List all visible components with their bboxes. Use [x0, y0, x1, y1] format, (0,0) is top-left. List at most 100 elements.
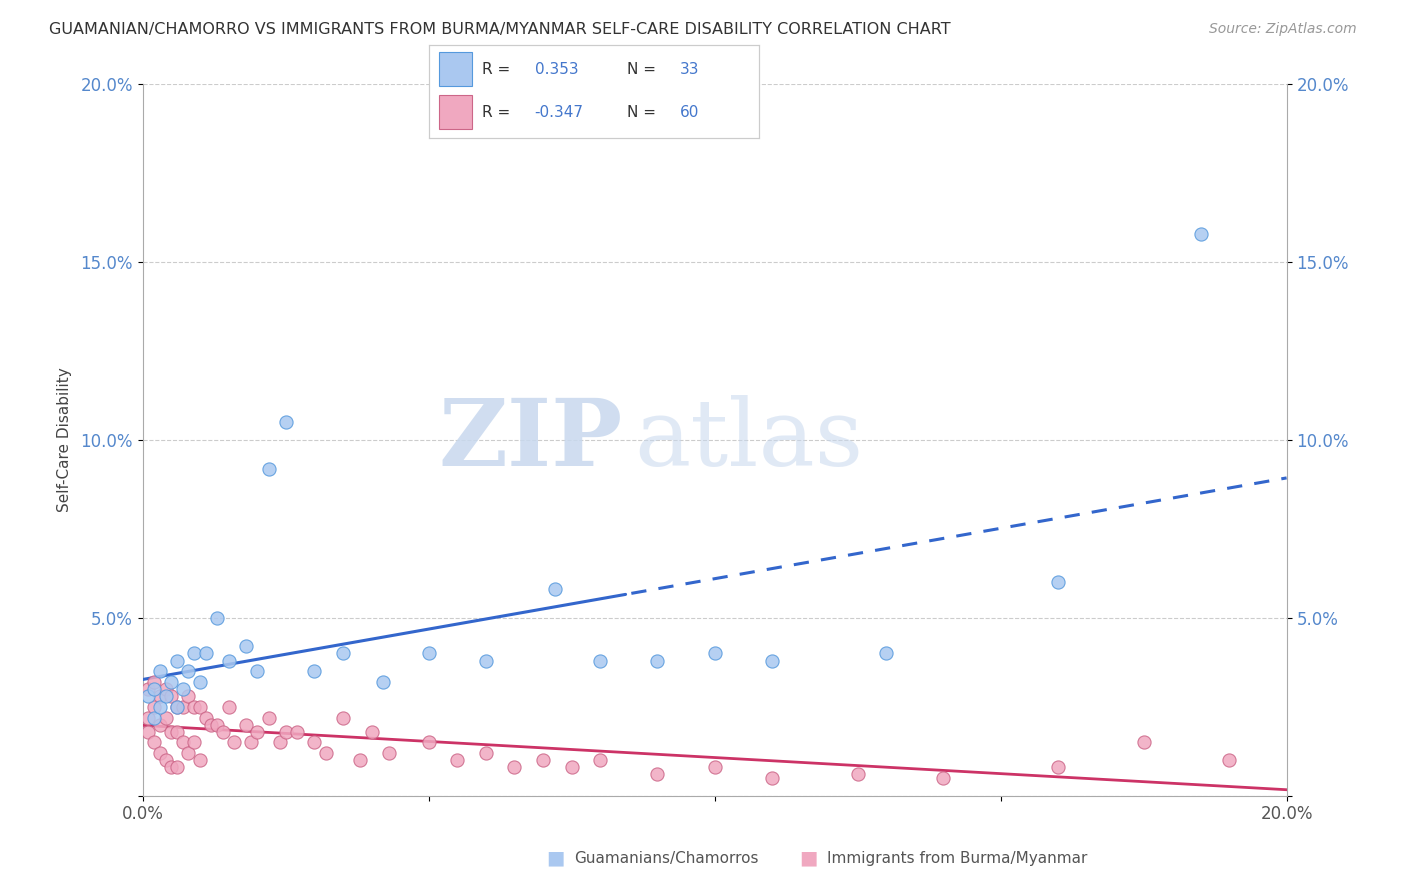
Point	[269, 735, 291, 749]
Text: Source: ZipAtlas.com: Source: ZipAtlas.com	[1209, 22, 1357, 37]
Point	[149, 717, 172, 731]
Point	[332, 647, 354, 661]
Point	[224, 735, 246, 749]
Point	[304, 665, 326, 679]
Text: ■: ■	[799, 848, 818, 868]
Point	[761, 654, 783, 668]
Point	[875, 647, 897, 661]
Point	[285, 724, 308, 739]
Point	[332, 710, 354, 724]
Point	[218, 699, 240, 714]
Point	[143, 675, 166, 690]
Point	[703, 760, 725, 774]
Point	[183, 699, 205, 714]
Point	[155, 753, 177, 767]
Point	[257, 710, 280, 724]
Point	[160, 760, 183, 774]
Point	[155, 689, 177, 703]
Point	[155, 681, 177, 696]
Text: 60: 60	[681, 105, 699, 120]
Point	[235, 717, 257, 731]
Point	[246, 724, 269, 739]
Point	[160, 724, 183, 739]
Point	[349, 753, 371, 767]
Text: atlas: atlas	[634, 395, 863, 485]
Text: GUAMANIAN/CHAMORRO VS IMMIGRANTS FROM BURMA/MYANMAR SELF-CARE DISABILITY CORRELA: GUAMANIAN/CHAMORRO VS IMMIGRANTS FROM BU…	[49, 22, 950, 37]
Point	[360, 724, 382, 739]
Point	[543, 582, 565, 597]
Point	[166, 654, 188, 668]
Point	[1218, 753, 1240, 767]
Point	[138, 724, 160, 739]
Point	[315, 746, 337, 760]
Point	[846, 767, 869, 781]
Point	[1132, 735, 1154, 749]
Point	[304, 735, 326, 749]
Point	[166, 699, 188, 714]
Point	[246, 665, 269, 679]
Point	[177, 665, 200, 679]
Y-axis label: Self-Care Disability: Self-Care Disability	[58, 368, 72, 513]
Point	[377, 746, 399, 760]
Point	[172, 735, 194, 749]
Point	[155, 710, 177, 724]
Point	[418, 735, 440, 749]
Point	[211, 724, 233, 739]
Text: N =: N =	[627, 62, 657, 78]
Text: 33: 33	[681, 62, 699, 78]
Text: N =: N =	[627, 105, 657, 120]
Point	[418, 647, 440, 661]
Point	[589, 753, 612, 767]
Point	[143, 710, 166, 724]
Point	[561, 760, 583, 774]
Point	[166, 724, 188, 739]
Point	[143, 735, 166, 749]
Text: R =: R =	[482, 105, 510, 120]
Point	[149, 746, 172, 760]
Point	[188, 675, 211, 690]
Point	[160, 675, 183, 690]
Bar	[439, 95, 472, 129]
Point	[503, 760, 526, 774]
Point	[475, 746, 498, 760]
Point	[446, 753, 468, 767]
Bar	[439, 52, 472, 86]
Text: R =: R =	[482, 62, 510, 78]
Text: Immigrants from Burma/Myanmar: Immigrants from Burma/Myanmar	[827, 851, 1087, 865]
Point	[1189, 227, 1212, 241]
Point	[138, 689, 160, 703]
Point	[177, 746, 200, 760]
Point	[183, 647, 205, 661]
Point	[200, 717, 222, 731]
Point	[177, 689, 200, 703]
Point	[235, 640, 257, 654]
Point	[589, 654, 612, 668]
Text: Guamanians/Chamorros: Guamanians/Chamorros	[574, 851, 758, 865]
Point	[932, 771, 955, 785]
Point	[531, 753, 554, 767]
Point	[274, 724, 297, 739]
Point	[371, 675, 394, 690]
Point	[240, 735, 263, 749]
Point	[149, 699, 172, 714]
Point	[218, 654, 240, 668]
Point	[647, 767, 669, 781]
Point	[143, 681, 166, 696]
Point	[194, 647, 217, 661]
Point	[138, 710, 160, 724]
Point	[160, 689, 183, 703]
Point	[149, 665, 172, 679]
Point	[166, 760, 188, 774]
Point	[761, 771, 783, 785]
Point	[703, 647, 725, 661]
Point	[647, 654, 669, 668]
Point	[475, 654, 498, 668]
Point	[257, 461, 280, 475]
Point	[149, 689, 172, 703]
Point	[205, 717, 228, 731]
Point	[274, 415, 297, 429]
Point	[194, 710, 217, 724]
Text: ■: ■	[546, 848, 565, 868]
Point	[172, 681, 194, 696]
Text: -0.347: -0.347	[534, 105, 583, 120]
